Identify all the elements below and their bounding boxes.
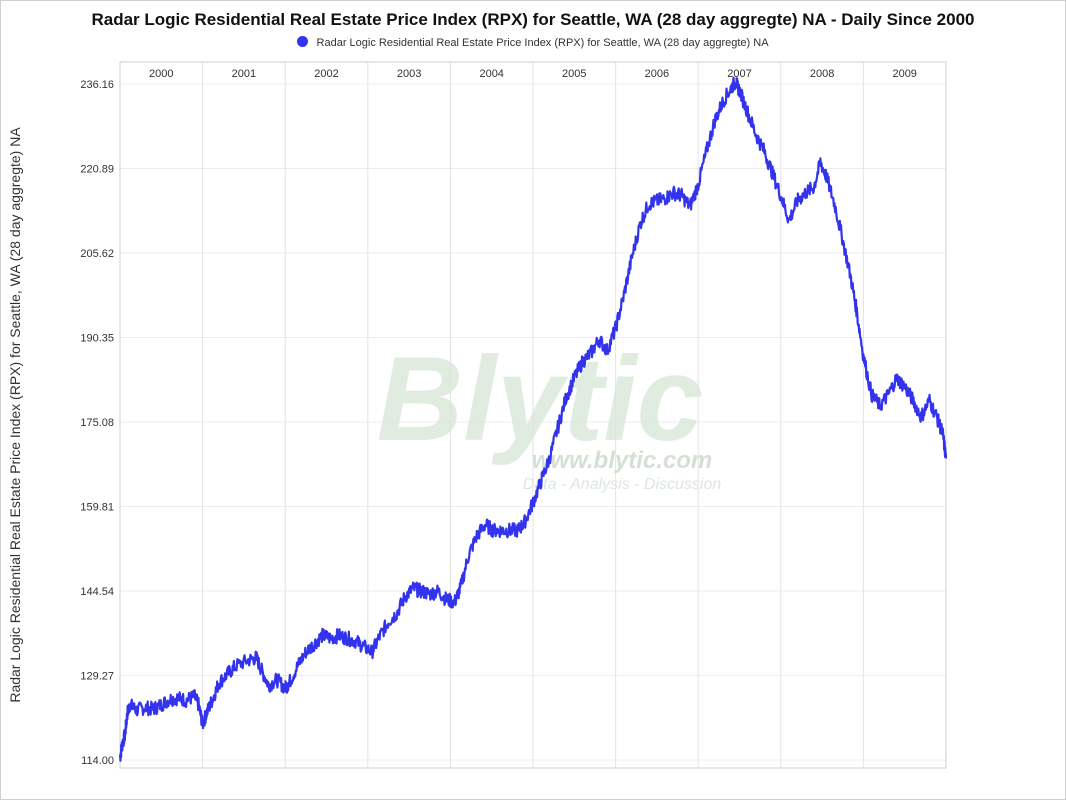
x-year-label: 2007 [727,68,751,80]
chart-title: Radar Logic Residential Real Estate Pric… [91,10,975,29]
watermark-tagline: Data - Analysis - Discussion [523,476,722,493]
y-tick-label: 175.08 [80,417,114,429]
x-year-label: 2004 [479,68,503,80]
x-axis-year-labels: 2000 2001 2002 2003 2004 2005 2006 2007 2008 2009 [149,68,917,80]
grid [120,62,946,768]
x-year-label: 2001 [232,68,256,80]
x-year-label: 2009 [892,68,916,80]
x-year-label: 2002 [314,68,338,80]
legend-swatch [297,36,309,47]
x-year-label: 2003 [397,68,421,80]
x-year-label: 2005 [562,68,586,80]
series-layer [118,76,948,762]
watermark-brand: Blytic [377,332,704,466]
y-tick-label: 129.27 [80,671,114,683]
plot-area-border [119,61,947,769]
watermark: Blytic www.blytic.com Data - Analysis - … [377,332,722,493]
x-year-label: 2006 [645,68,669,80]
legend[interactable]: Radar Logic Residential Real Estate Pric… [0,36,1066,49]
y-tick-label: 190.35 [80,333,114,345]
x-year-label: 2000 [149,68,173,80]
x-year-label: 2008 [810,68,834,80]
y-tick-label: 236.16 [80,79,114,91]
y-tick-label: 159.81 [80,502,114,514]
y-tick-label: 205.62 [80,248,114,260]
y-tick-label: 144.54 [80,586,114,598]
y-axis-ticks: 114.00 129.27 144.54 159.81 175.08 190.35 205.… [80,79,114,767]
watermark-url: www.blytic.com [532,447,712,474]
legend-label: Radar Logic Residential Real Estate Pric… [316,37,769,49]
y-axis-title: Radar Logic Residential Real Estate Pric… [7,127,23,703]
y-tick-label: 114.00 [81,755,114,767]
y-tick-label: 220.89 [80,164,114,176]
series-line [118,76,948,762]
